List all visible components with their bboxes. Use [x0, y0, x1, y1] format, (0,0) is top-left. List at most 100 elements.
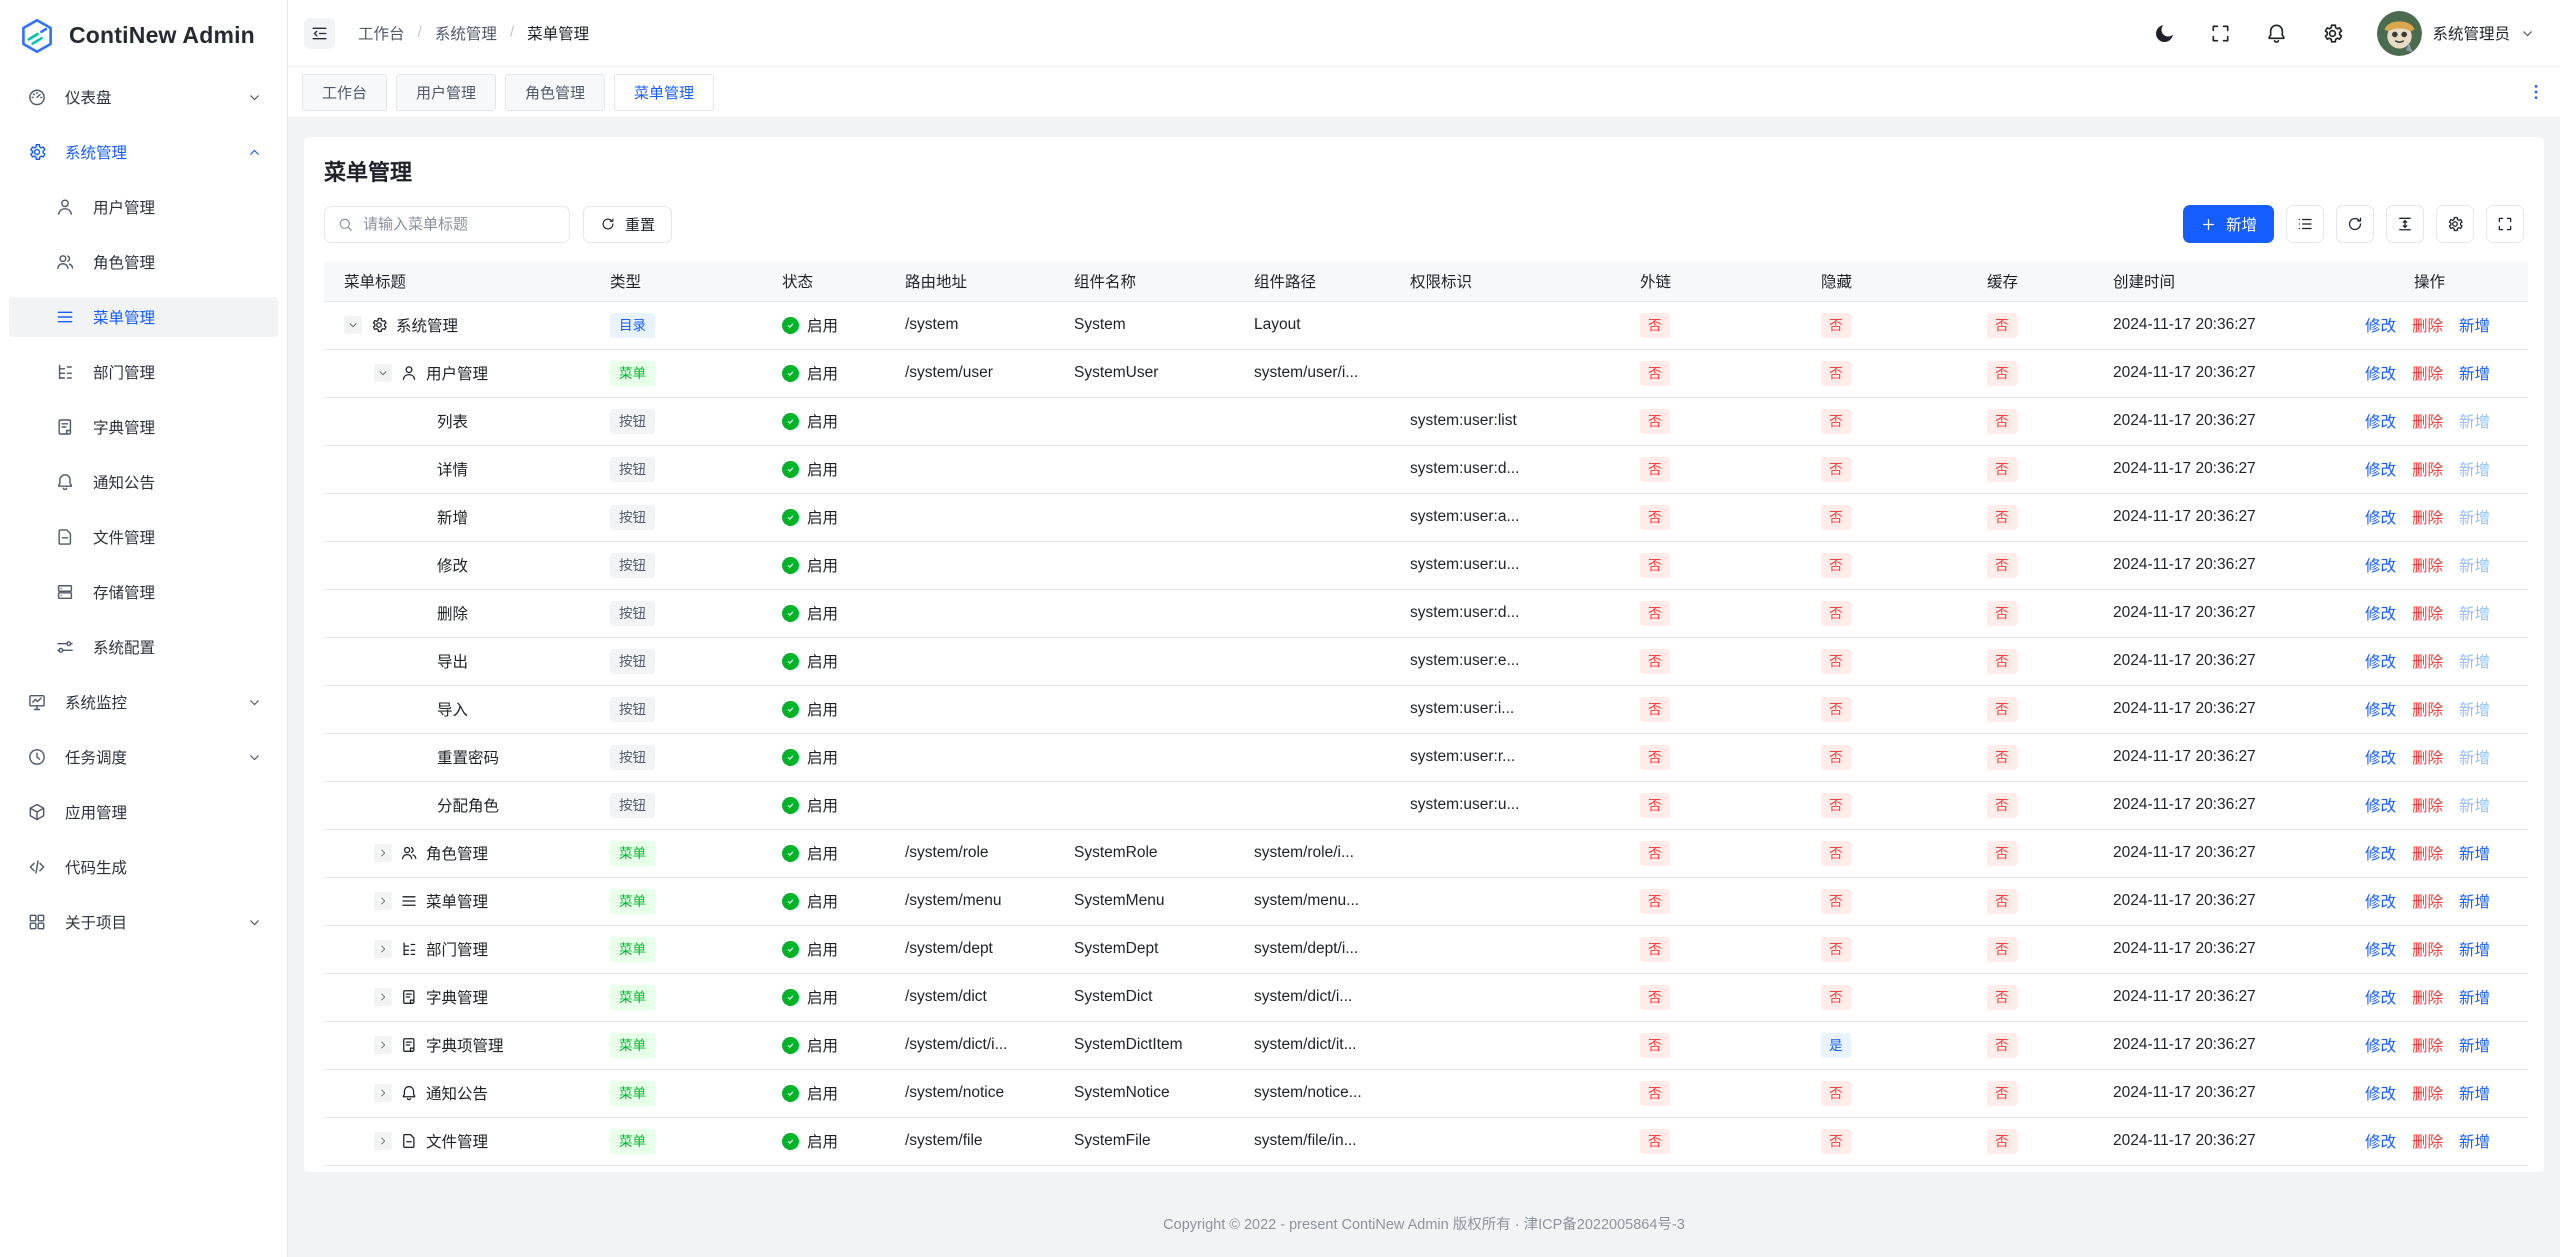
edit-link[interactable]: 修改: [2365, 462, 2396, 479]
add-link[interactable]: 新增: [2459, 510, 2490, 527]
delete-link[interactable]: 删除: [2412, 558, 2443, 575]
delete-link[interactable]: 删除: [2412, 990, 2443, 1007]
view-list-button[interactable]: [2286, 205, 2324, 243]
edit-link[interactable]: 修改: [2365, 894, 2396, 911]
edit-link[interactable]: 修改: [2365, 414, 2396, 431]
add-link[interactable]: 新增: [2459, 702, 2490, 719]
delete-link[interactable]: 删除: [2412, 366, 2443, 383]
tab-options-button[interactable]: [2526, 82, 2546, 102]
sidebar-item[interactable]: 部门管理: [9, 352, 278, 392]
add-link[interactable]: 新增: [2459, 990, 2490, 1007]
expand-toggle[interactable]: [374, 364, 392, 382]
row-height-button[interactable]: [2386, 205, 2424, 243]
delete-link[interactable]: 删除: [2412, 510, 2443, 527]
sidebar-item[interactable]: 通知公告: [9, 462, 278, 502]
sidebar-item[interactable]: 角色管理: [9, 242, 278, 282]
add-link[interactable]: 新增: [2459, 798, 2490, 815]
expand-toggle[interactable]: [374, 1132, 392, 1150]
sidebar-item[interactable]: 菜单管理: [9, 297, 278, 337]
edit-link[interactable]: 修改: [2365, 798, 2396, 815]
tab-item[interactable]: 工作台: [302, 74, 387, 111]
edit-link[interactable]: 修改: [2365, 846, 2396, 863]
delete-link[interactable]: 删除: [2412, 1038, 2443, 1055]
edit-link[interactable]: 修改: [2365, 654, 2396, 671]
add-link[interactable]: 新增: [2459, 894, 2490, 911]
add-link[interactable]: 新增: [2459, 1038, 2490, 1055]
expand-toggle[interactable]: [374, 1036, 392, 1054]
add-link[interactable]: 新增: [2459, 366, 2490, 383]
refresh-button[interactable]: [2336, 205, 2374, 243]
delete-link[interactable]: 删除: [2412, 606, 2443, 623]
expand-toggle[interactable]: [344, 316, 362, 334]
add-link[interactable]: 新增: [2459, 1134, 2490, 1151]
sidebar-item[interactable]: 系统监控: [9, 682, 278, 722]
add-link[interactable]: 新增: [2459, 654, 2490, 671]
delete-link[interactable]: 删除: [2412, 894, 2443, 911]
add-link[interactable]: 新增: [2459, 846, 2490, 863]
add-link[interactable]: 新增: [2459, 942, 2490, 959]
delete-link[interactable]: 删除: [2412, 942, 2443, 959]
column-settings-button[interactable]: [2436, 205, 2474, 243]
edit-link[interactable]: 修改: [2365, 1038, 2396, 1055]
edit-link[interactable]: 修改: [2365, 750, 2396, 767]
tab-item[interactable]: 角色管理: [505, 74, 605, 111]
sidebar-item[interactable]: 字典管理: [9, 407, 278, 447]
sidebar-item[interactable]: 文件管理: [9, 517, 278, 557]
edit-link[interactable]: 修改: [2365, 366, 2396, 383]
add-link[interactable]: 新增: [2459, 414, 2490, 431]
edit-link[interactable]: 修改: [2365, 510, 2396, 527]
edit-link[interactable]: 修改: [2365, 558, 2396, 575]
edit-link[interactable]: 修改: [2365, 606, 2396, 623]
add-link[interactable]: 新增: [2459, 1086, 2490, 1103]
table-fullscreen-button[interactable]: [2486, 205, 2524, 243]
fullscreen-button[interactable]: [2209, 22, 2232, 45]
user-menu[interactable]: 系统管理员: [2377, 11, 2535, 56]
edit-link[interactable]: 修改: [2365, 990, 2396, 1007]
sidebar-item[interactable]: 代码生成: [9, 847, 278, 887]
sidebar-item[interactable]: 存储管理: [9, 572, 278, 612]
sidebar-item[interactable]: 系统配置: [9, 627, 278, 667]
delete-link[interactable]: 删除: [2412, 654, 2443, 671]
expand-toggle[interactable]: [374, 844, 392, 862]
sidebar-item[interactable]: 仪表盘: [9, 77, 278, 117]
search-input[interactable]: [363, 216, 557, 233]
add-button[interactable]: 新增: [2183, 205, 2274, 243]
breadcrumb-item[interactable]: 系统管理: [435, 22, 497, 44]
edit-link[interactable]: 修改: [2365, 318, 2396, 335]
sidebar-item[interactable]: 任务调度: [9, 737, 278, 777]
tab-item[interactable]: 菜单管理: [614, 74, 714, 111]
reset-button[interactable]: 重置: [583, 206, 672, 243]
add-link[interactable]: 新增: [2459, 606, 2490, 623]
delete-link[interactable]: 删除: [2412, 702, 2443, 719]
expand-toggle[interactable]: [374, 892, 392, 910]
expand-toggle[interactable]: [374, 1084, 392, 1102]
edit-link[interactable]: 修改: [2365, 942, 2396, 959]
add-link[interactable]: 新增: [2459, 750, 2490, 767]
edit-link[interactable]: 修改: [2365, 1134, 2396, 1151]
delete-link[interactable]: 删除: [2412, 846, 2443, 863]
tab-item[interactable]: 用户管理: [396, 74, 496, 111]
sidebar-item[interactable]: 关于项目: [9, 902, 278, 942]
expand-toggle[interactable]: [374, 988, 392, 1006]
delete-link[interactable]: 删除: [2412, 462, 2443, 479]
theme-toggle-button[interactable]: [2153, 22, 2176, 45]
add-link[interactable]: 新增: [2459, 318, 2490, 335]
delete-link[interactable]: 删除: [2412, 1134, 2443, 1151]
sidebar-item[interactable]: 系统管理: [9, 132, 278, 172]
delete-link[interactable]: 删除: [2412, 414, 2443, 431]
edit-link[interactable]: 修改: [2365, 1086, 2396, 1103]
edit-link[interactable]: 修改: [2365, 702, 2396, 719]
sidebar-collapse-button[interactable]: [304, 18, 335, 49]
delete-link[interactable]: 删除: [2412, 1086, 2443, 1103]
add-link[interactable]: 新增: [2459, 462, 2490, 479]
delete-link[interactable]: 删除: [2412, 318, 2443, 335]
delete-link[interactable]: 删除: [2412, 798, 2443, 815]
notifications-button[interactable]: [2265, 22, 2288, 45]
expand-toggle[interactable]: [374, 940, 392, 958]
sidebar-item[interactable]: 用户管理: [9, 187, 278, 227]
sidebar-item[interactable]: 应用管理: [9, 792, 278, 832]
add-link[interactable]: 新增: [2459, 558, 2490, 575]
breadcrumb-item[interactable]: 工作台: [358, 22, 405, 44]
delete-link[interactable]: 删除: [2412, 750, 2443, 767]
settings-button[interactable]: [2321, 22, 2344, 45]
